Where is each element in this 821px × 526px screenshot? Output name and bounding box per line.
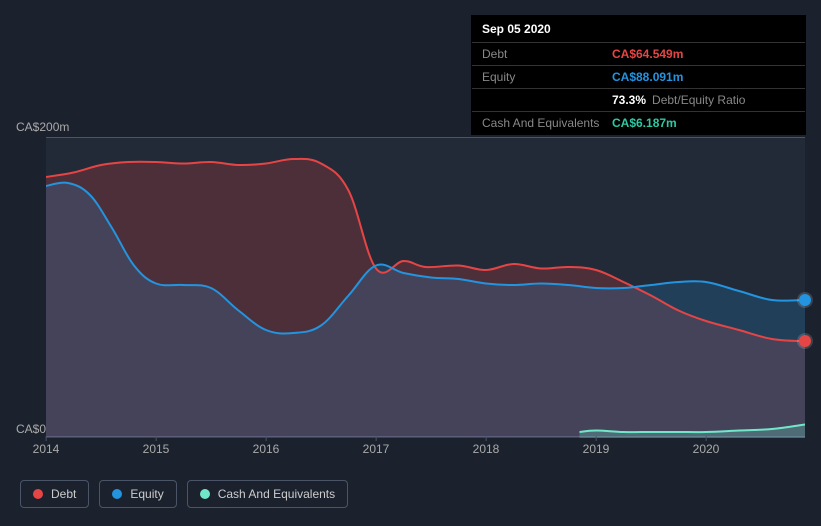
- tooltip-row-sub: Debt/Equity Ratio: [652, 93, 745, 107]
- legend-dot-icon: [200, 489, 210, 499]
- tooltip-row: Cash And EquivalentsCA$6.187m: [472, 112, 805, 134]
- x-tick: 2018: [473, 442, 500, 456]
- y-tick-max: CA$200m: [16, 120, 69, 134]
- legend-dot-icon: [112, 489, 122, 499]
- legend-label: Equity: [130, 487, 163, 501]
- legend-item[interactable]: Cash And Equivalents: [187, 480, 348, 508]
- y-tick-min: CA$0: [16, 422, 46, 436]
- series-end-marker: [799, 335, 811, 347]
- tooltip-row: 73.3% Debt/Equity Ratio: [472, 89, 805, 112]
- tooltip-row-label: Equity: [482, 70, 612, 84]
- x-tick: 2019: [583, 442, 610, 456]
- tooltip-row-value: CA$64.549m: [612, 47, 683, 61]
- tooltip-row-value: CA$88.091m: [612, 70, 683, 84]
- series-end-marker: [799, 294, 811, 306]
- x-tick: 2014: [33, 442, 60, 456]
- x-tick: 2017: [363, 442, 390, 456]
- legend-label: Debt: [51, 487, 76, 501]
- tooltip-row-value: CA$6.187m: [612, 116, 677, 130]
- x-tick: 2020: [693, 442, 720, 456]
- chart-legend: Debt Equity Cash And Equivalents: [20, 480, 348, 508]
- x-tick: 2016: [253, 442, 280, 456]
- tooltip-row-label: [482, 93, 612, 107]
- legend-item[interactable]: Equity: [99, 480, 176, 508]
- tooltip-row-label: Cash And Equivalents: [482, 116, 612, 130]
- legend-label: Cash And Equivalents: [218, 487, 335, 501]
- chart-plot-area: [46, 137, 805, 437]
- legend-dot-icon: [33, 489, 43, 499]
- legend-item[interactable]: Debt: [20, 480, 89, 508]
- tooltip-date: Sep 05 2020: [472, 16, 805, 43]
- tooltip-row-label: Debt: [482, 47, 612, 61]
- x-axis: 2014201520162017201820192020: [46, 442, 805, 472]
- x-tick: 2015: [143, 442, 170, 456]
- chart-tooltip: Sep 05 2020 DebtCA$64.549mEquityCA$88.09…: [471, 15, 806, 135]
- tooltip-row: EquityCA$88.091m: [472, 66, 805, 89]
- tooltip-row: DebtCA$64.549m: [472, 43, 805, 66]
- tooltip-row-value: 73.3%: [612, 93, 646, 107]
